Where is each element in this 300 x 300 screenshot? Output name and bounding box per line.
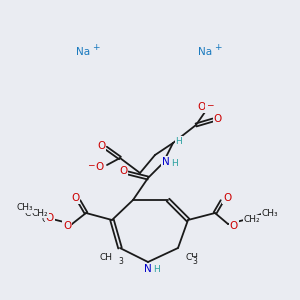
Text: 3: 3 [193,257,197,266]
Text: CH₃: CH₃ [17,203,33,212]
Text: H: H [176,136,182,146]
Text: N: N [144,264,152,274]
Text: H: H [171,160,177,169]
Text: N: N [162,157,170,167]
Text: H: H [153,265,159,274]
Text: −: − [87,160,95,169]
Text: 2: 2 [38,212,42,220]
Text: O: O [96,162,104,172]
Text: CH₂: CH₂ [32,208,48,217]
Text: CH: CH [100,254,113,262]
Text: CH: CH [185,254,198,262]
Text: CH: CH [25,208,38,217]
Text: O: O [223,193,231,203]
Text: O: O [230,221,238,231]
Text: O: O [46,213,54,223]
Text: Na: Na [198,47,212,57]
Text: O: O [198,102,206,112]
Text: O: O [214,114,222,124]
Text: Na: Na [76,47,90,57]
Text: O: O [97,141,105,151]
Text: CH₃: CH₃ [262,208,278,217]
Text: +: + [214,44,222,52]
Text: −: − [206,100,214,109]
Text: CH₂: CH₂ [244,215,260,224]
Text: O: O [119,166,127,176]
Text: O: O [63,221,71,231]
Text: +: + [92,44,100,52]
Text: 3: 3 [118,257,123,266]
Text: CH: CH [41,215,55,224]
Text: O: O [71,193,79,203]
